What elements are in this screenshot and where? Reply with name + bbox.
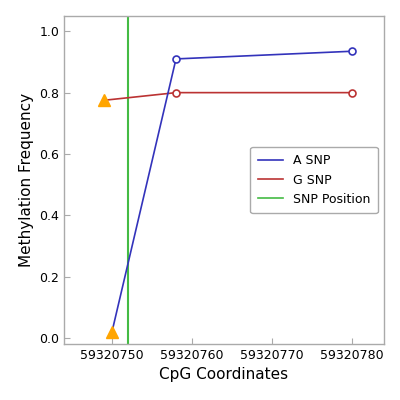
Legend: A SNP, G SNP, SNP Position: A SNP, G SNP, SNP Position [250, 147, 378, 213]
Y-axis label: Methylation Frequency: Methylation Frequency [18, 93, 34, 267]
X-axis label: CpG Coordinates: CpG Coordinates [160, 368, 288, 382]
